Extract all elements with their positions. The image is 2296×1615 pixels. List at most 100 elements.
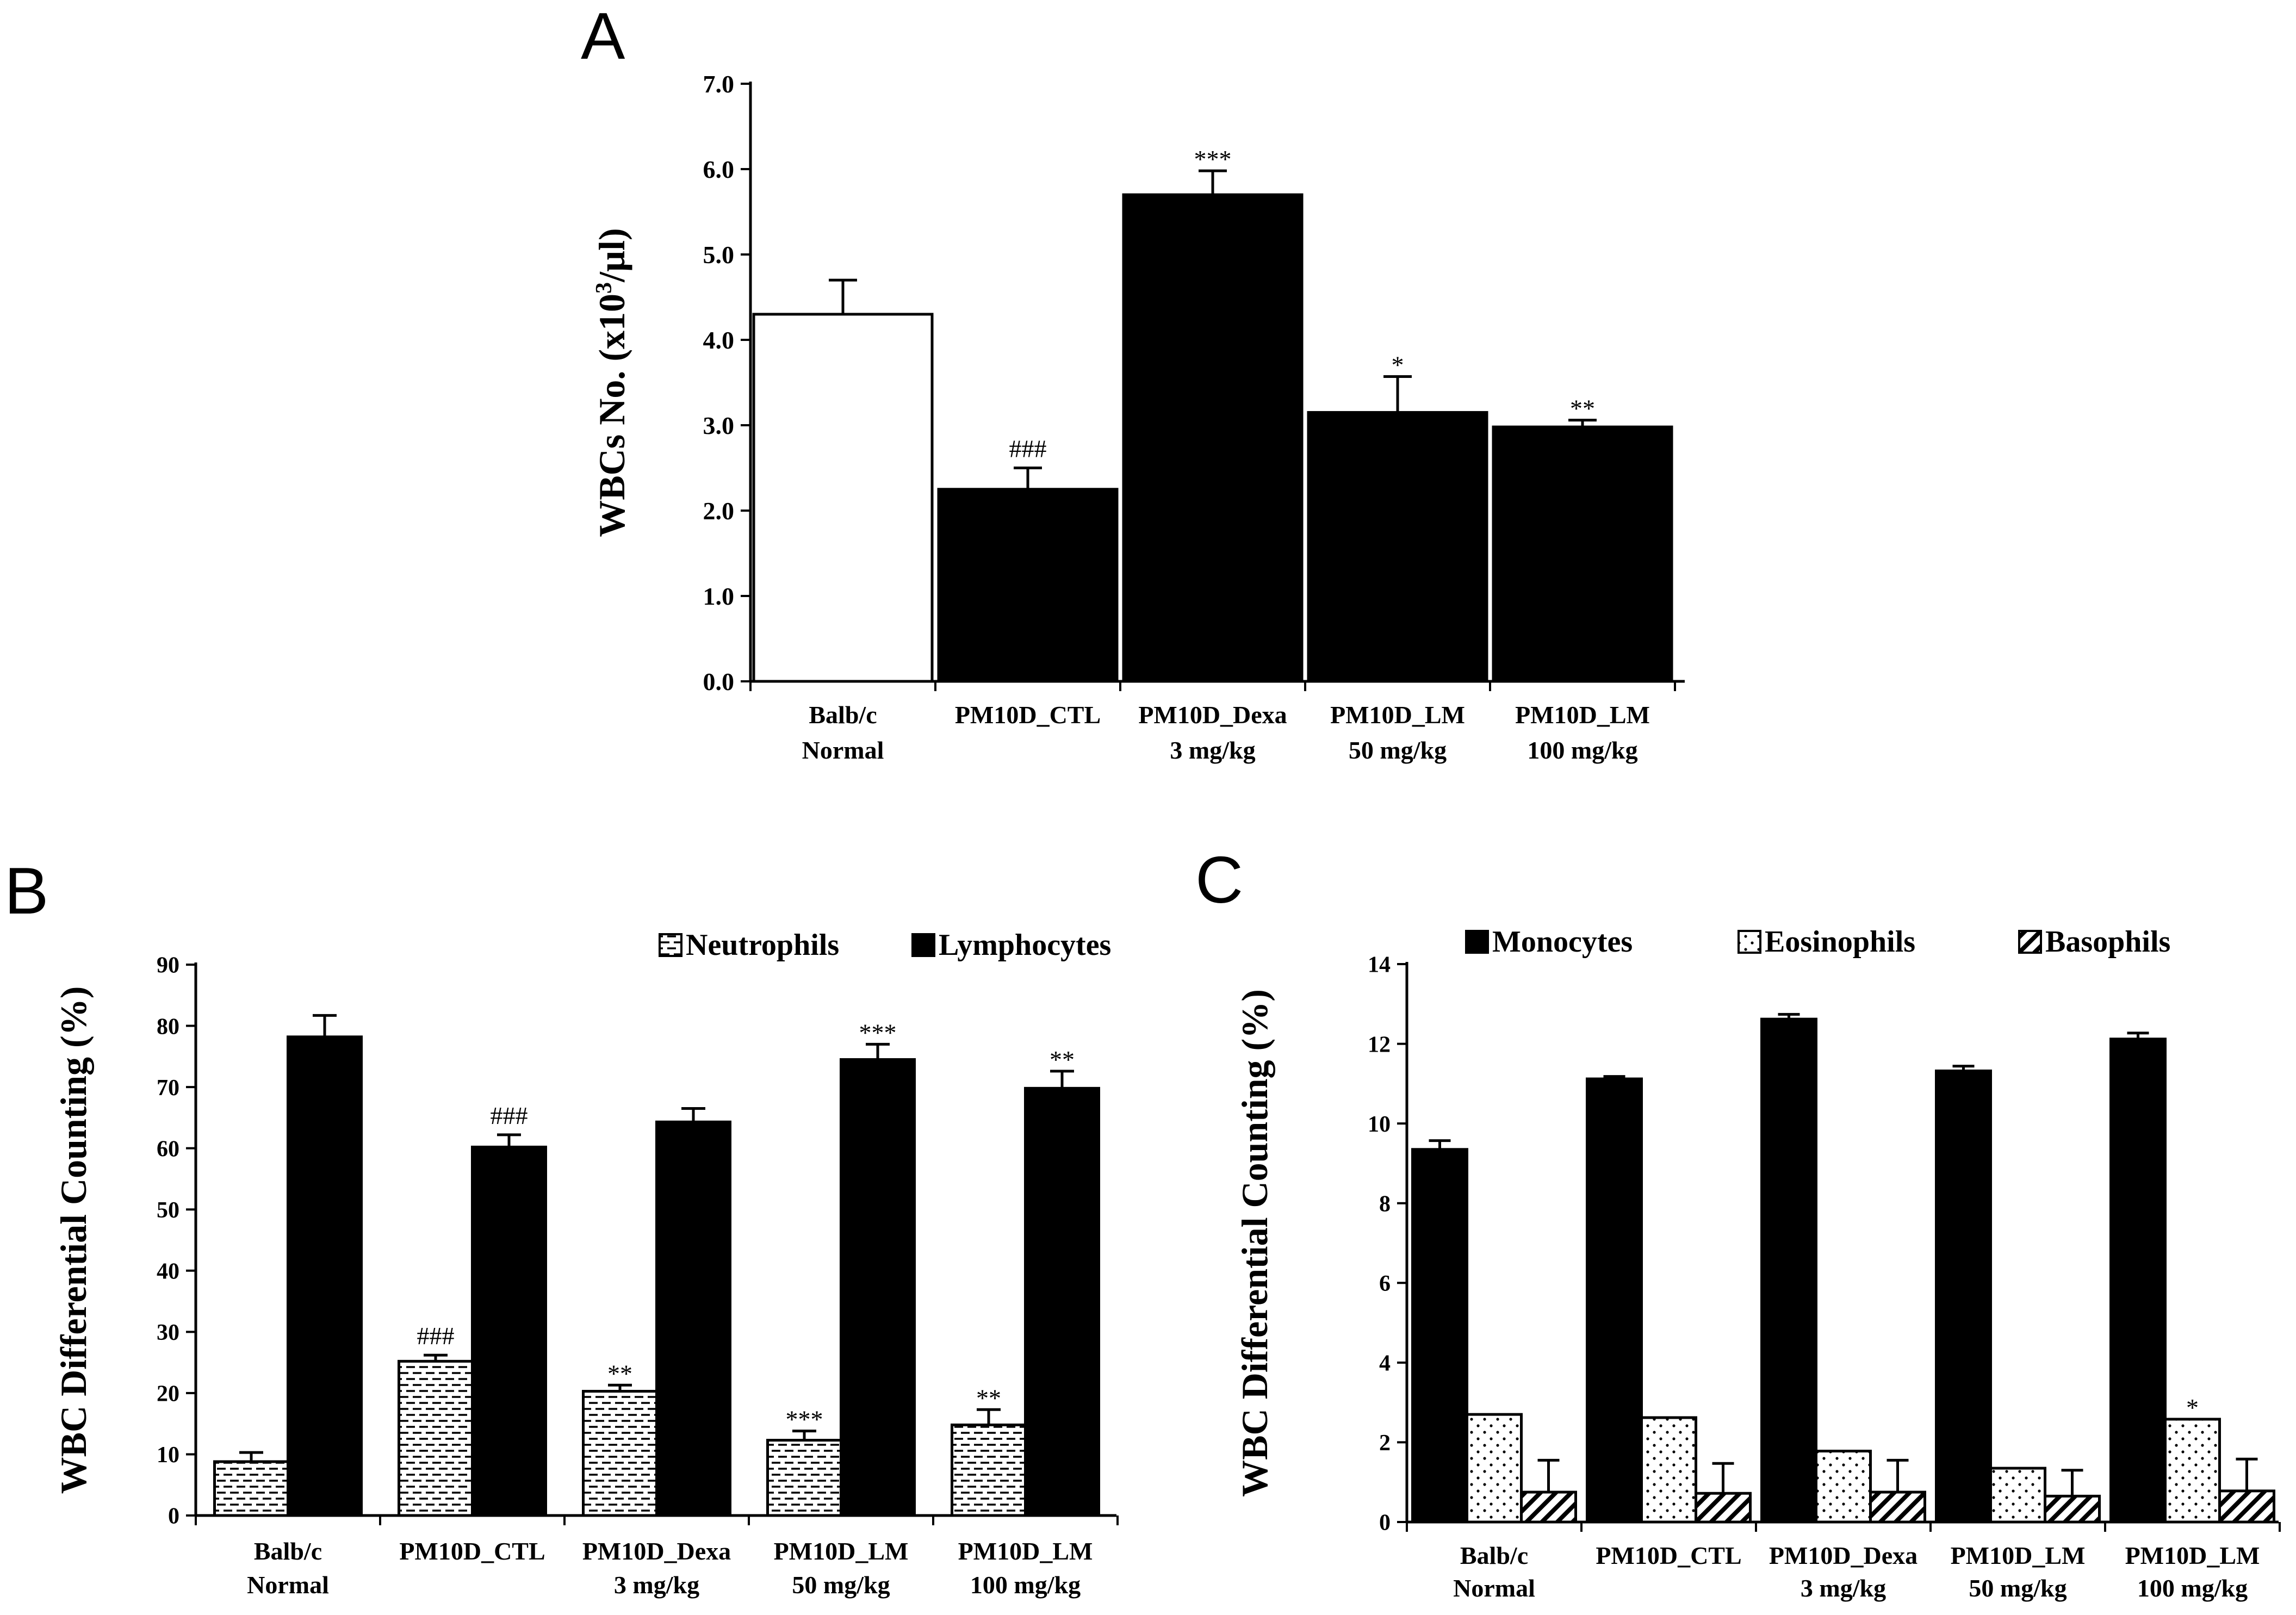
y-tick-label: 80 (157, 1014, 179, 1039)
y-tick-label: 7.0 (703, 70, 735, 98)
significance-label: * (2186, 1394, 2199, 1421)
x-category-label: 50 mg/kg (1349, 736, 1447, 764)
bar-neutrophils-1 (213, 1460, 289, 1517)
bar-wbcs-3 (1122, 193, 1304, 683)
y-tick-label: 90 (157, 953, 179, 978)
y-tick-label: 4.0 (703, 326, 735, 354)
x-category-label: 100 mg/kg (2137, 1574, 2248, 1602)
y-tick-label: 0.0 (703, 668, 735, 695)
y-tick-label: 2 (1379, 1431, 1391, 1456)
x-category-label: PM10D_LM (1951, 1542, 2086, 1569)
x-category-label: 3 mg/kg (614, 1571, 699, 1599)
x-category-label: 100 mg/kg (970, 1571, 1081, 1599)
bar-wbcs-5 (1492, 425, 1673, 683)
bar-monocytes-5 (2109, 1038, 2167, 1524)
y-tick-label: 60 (157, 1136, 179, 1161)
y-axis-label: WBC Differential Counting (%) (53, 986, 94, 1494)
y-tick-label: 6.0 (703, 156, 735, 183)
panel-c: C 0 2 4 6 8 10 12 14 WBC Differential Counting (… (1195, 843, 2281, 1602)
bar-monocytes-2 (1586, 1077, 1643, 1524)
x-category-label: PM10D_CTL (955, 701, 1101, 729)
bar-basophils-1 (1520, 1490, 1577, 1524)
x-category-label: PM10D_Dexa (582, 1537, 731, 1565)
x-category-label: PM10D_LM (774, 1537, 909, 1565)
bar-eosinophils-5 (2164, 1418, 2221, 1524)
bar-wbcs-4 (1307, 411, 1488, 683)
y-tick-label: 1.0 (703, 582, 735, 610)
y-tick-label: 10 (157, 1443, 179, 1468)
legend-swatch-monocytes (1465, 930, 1489, 954)
significance-label: * (1392, 351, 1404, 379)
y-axis-label-main: WBCs No. (x10 (591, 294, 632, 537)
y-tick-label: 70 (157, 1076, 179, 1101)
chart-b: 0 10 20 30 40 50 60 70 80 90 WBC Differential Coun… (53, 928, 1119, 1599)
panel-a-letter: A (581, 0, 625, 73)
bar-eosinophils-3 (1815, 1450, 1872, 1524)
bar-monocytes-4 (1935, 1069, 1992, 1524)
x-category-label: Balb/c (809, 701, 877, 729)
x-category-label: 50 mg/kg (792, 1571, 890, 1599)
y-tick-label: 3.0 (703, 412, 735, 439)
significance-label: ** (1050, 1046, 1075, 1073)
x-category-label: PM10D_Dexa (1769, 1542, 1918, 1569)
legend-label-lymphocytes: Lymphocytes (939, 928, 1111, 962)
bar-eosinophils-1 (1466, 1413, 1523, 1524)
y-axis-label-tail: /µl) (591, 228, 632, 283)
y-tick-label: 0 (168, 1504, 179, 1529)
significance-label: ### (417, 1322, 455, 1350)
bar-neutrophils-4 (766, 1439, 842, 1517)
x-category-label: Balb/c (1460, 1542, 1528, 1569)
x-category-label: 100 mg/kg (1527, 736, 1637, 764)
chart-c: 0 2 4 6 8 10 12 14 WBC Differential Counting (%)… (1234, 925, 2281, 1602)
x-category-label: PM10D_LM (1515, 701, 1650, 729)
x-category-label: PM10D_LM (1330, 701, 1465, 729)
y-tick-label: 40 (157, 1259, 179, 1284)
x-category-label: 50 mg/kg (1969, 1574, 2067, 1602)
y-tick-label: 4 (1379, 1351, 1391, 1376)
y-tick-label: 2.0 (703, 497, 735, 525)
legend-swatch-lymphocytes (911, 933, 935, 957)
x-category-label: 3 mg/kg (1170, 736, 1255, 764)
significance-label: *** (786, 1406, 823, 1433)
y-tick-label: 30 (157, 1320, 179, 1345)
legend-label-basophils: Basophils (2045, 925, 2170, 959)
x-category-label: Normal (247, 1571, 329, 1599)
bar-eosinophils-4 (1989, 1467, 2046, 1524)
bar-neutrophils-2 (398, 1359, 474, 1517)
bar-basophils-4 (2044, 1494, 2101, 1524)
bar-lymphocytes-1 (287, 1035, 363, 1517)
significance-label: *** (1194, 145, 1232, 173)
x-category-label: PM10D_LM (2125, 1542, 2260, 1569)
legend-swatch-basophils (2018, 930, 2042, 954)
y-axis-label: WBCs No. (x103/µl) (591, 228, 632, 537)
y-tick-label: 8 (1379, 1191, 1391, 1216)
x-category-label: 3 mg/kg (1801, 1574, 1886, 1602)
y-axis-label-sup: 3 (591, 282, 617, 294)
bar-monocytes-1 (1411, 1148, 1468, 1524)
y-axis-label: WBC Differential Counting (%) (1234, 989, 1275, 1497)
bar-neutrophils-3 (582, 1390, 658, 1517)
y-tick-label: 5.0 (703, 241, 735, 269)
y-tick-label: 0 (1379, 1511, 1391, 1536)
bar-lymphocytes-3 (655, 1120, 731, 1517)
panel-c-letter: C (1195, 843, 1243, 917)
y-tick-label: 10 (1368, 1112, 1391, 1137)
x-category-label: Normal (1453, 1574, 1535, 1602)
significance-label: ### (1009, 435, 1047, 463)
bar-wbcs-1 (752, 313, 934, 683)
significance-label: ### (491, 1102, 528, 1129)
bar-lymphocytes-2 (471, 1145, 547, 1517)
significance-label: ** (1570, 395, 1595, 423)
legend-swatch-eosinophils (1737, 930, 1761, 954)
bar-wbcs-2 (937, 488, 1119, 683)
bar-eosinophils-2 (1640, 1416, 1697, 1524)
legend-swatch-neutrophils (659, 933, 682, 957)
legend-label-neutrophils: Neutrophils (686, 928, 839, 962)
bar-monocytes-3 (1760, 1017, 1817, 1524)
x-category-label: PM10D_LM (958, 1537, 1093, 1565)
bar-neutrophils-5 (951, 1423, 1027, 1517)
x-category-label: PM10D_CTL (1596, 1542, 1741, 1569)
x-category-label: PM10D_Dexa (1138, 701, 1287, 729)
